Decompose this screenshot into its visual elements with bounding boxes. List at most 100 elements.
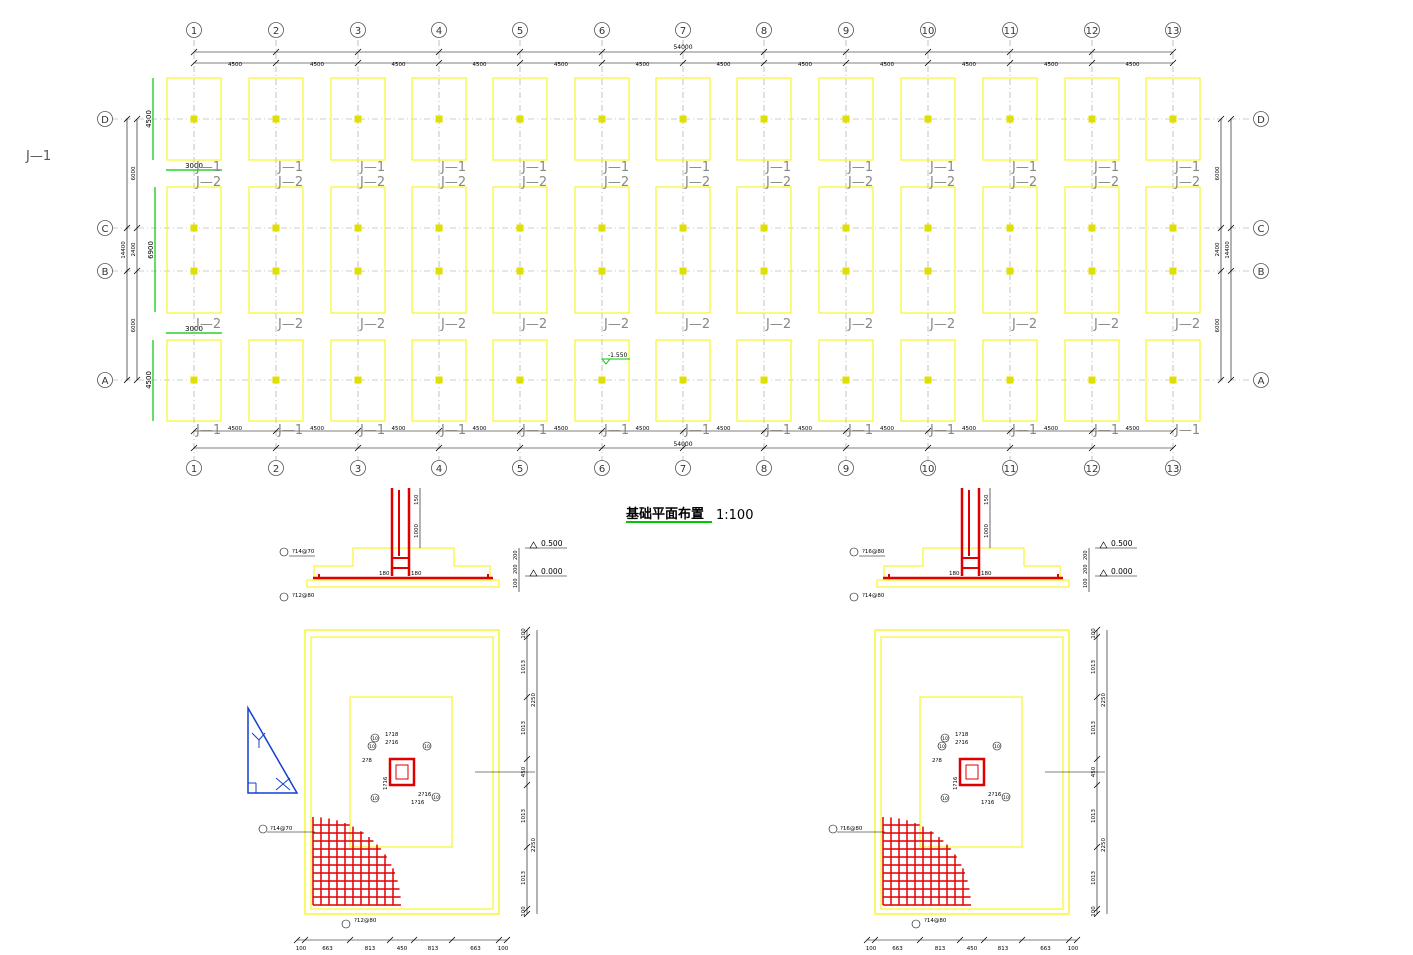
dim-tick xyxy=(1227,224,1235,232)
dim-tick xyxy=(354,444,362,452)
column-marker xyxy=(679,267,687,275)
footing-detail-j2: 150 1000 180 180 200 200 100 0.500 0.000 ?16@80 ?1… xyxy=(828,488,1137,952)
axis-bubble-bottom xyxy=(431,460,447,476)
dim-tick xyxy=(1227,267,1235,275)
column-marker xyxy=(516,115,524,123)
column-core xyxy=(395,764,409,780)
col-label: 1?18 xyxy=(955,732,969,738)
footing-j1-top xyxy=(248,77,304,161)
label-j2: J—2 xyxy=(277,317,303,332)
dim-tick xyxy=(435,48,443,56)
label-j2: J—2 xyxy=(440,317,466,332)
dim-tick xyxy=(516,59,524,67)
footing-j1-bottom xyxy=(411,339,467,422)
callout-bubble xyxy=(911,919,921,929)
dim-tick xyxy=(1088,427,1096,435)
dim-vertical: 2400 xyxy=(1215,242,1221,256)
dim-tick xyxy=(679,59,687,67)
footing-j2-middle xyxy=(330,186,386,314)
dim-tick xyxy=(1018,936,1026,944)
dim-tick xyxy=(598,444,606,452)
footing-j1-bottom xyxy=(574,339,630,422)
dim-bay-bottom: 4500 xyxy=(310,426,324,432)
column-marker xyxy=(516,267,524,275)
dim-tick xyxy=(1006,444,1014,452)
axis-label-left: B xyxy=(102,267,109,278)
axis-label-top: 5 xyxy=(517,26,523,37)
dim-tick xyxy=(1093,905,1101,913)
axis-label-bottom: 3 xyxy=(355,464,361,475)
dim-tick xyxy=(760,444,768,452)
dim-tick xyxy=(190,427,198,435)
green-dim-h2-label: 3000 xyxy=(185,325,203,333)
dim-tick xyxy=(679,48,687,56)
footing-j1-bottom xyxy=(248,339,304,422)
footing-j1-top xyxy=(655,77,711,161)
dim-tick xyxy=(1006,427,1014,435)
axis-bubble-bottom xyxy=(838,460,854,476)
column-marker xyxy=(598,224,606,232)
rebar-callout-plan-2: ?12@80 xyxy=(354,918,377,924)
section-base xyxy=(306,580,500,588)
elev-triangle xyxy=(529,541,538,549)
axis-bubble-top xyxy=(1002,22,1018,38)
axis-label-bottom: 10 xyxy=(922,464,935,475)
dim-tick xyxy=(448,936,456,944)
footing-j2-middle xyxy=(248,186,304,314)
label-j1: J—1 xyxy=(847,423,873,438)
axis-label-top: 8 xyxy=(761,26,767,37)
elev-label-2: 0.000 xyxy=(541,567,563,576)
col-mark-bubble xyxy=(370,793,380,803)
dim-vertical-total: 14400 xyxy=(121,241,127,259)
column-marker xyxy=(1088,267,1096,275)
axis-label-bottom: 9 xyxy=(843,464,849,475)
dim-tick xyxy=(1088,48,1096,56)
axis-bubble-right xyxy=(1253,220,1269,236)
dim-tick xyxy=(523,755,531,763)
section-dim: 180 xyxy=(949,571,960,577)
axis-bubble-left xyxy=(97,263,113,279)
footing-j1-top xyxy=(1064,77,1120,161)
axis-bubble-right xyxy=(1253,263,1269,279)
footing-j2-middle xyxy=(655,186,711,314)
dim-tick xyxy=(1227,115,1235,123)
dim-tick xyxy=(1217,224,1225,232)
dim-bay-bottom: 4500 xyxy=(636,426,650,432)
axis-bubble-bottom xyxy=(675,460,691,476)
dim-tick xyxy=(133,376,141,384)
label-j2: J—2 xyxy=(847,317,873,332)
pedestal-outline xyxy=(919,696,1023,848)
dim-vertical: 6000 xyxy=(1215,166,1221,180)
label-j1: J—1 xyxy=(1174,423,1200,438)
footing-j1-top xyxy=(166,77,222,161)
callout-bubble xyxy=(258,824,268,834)
dim-vertical: 6000 xyxy=(1215,318,1221,332)
dim-tick xyxy=(435,444,443,452)
plan-dim-bottom-label: 100 xyxy=(1068,946,1079,952)
label-j2: J—2 xyxy=(765,317,791,332)
dim-tick xyxy=(1093,626,1101,634)
col-mark-bubble xyxy=(431,792,441,802)
dim-tick xyxy=(354,59,362,67)
axis-bubble-top xyxy=(431,22,447,38)
axis-label-bottom: 13 xyxy=(1167,464,1180,475)
axis-bubble-left xyxy=(97,220,113,236)
axis-label-bottom: 12 xyxy=(1086,464,1099,475)
rebar-callout-bottom: ?12@80 xyxy=(292,593,315,599)
section-side-dim-label: 100 xyxy=(513,578,519,588)
label-j2: J—2 xyxy=(1174,317,1200,332)
axis-label-bottom: 7 xyxy=(680,464,686,475)
section-side-dim-label: 200 xyxy=(1083,550,1089,560)
column-marker xyxy=(679,115,687,123)
dim-tick xyxy=(190,48,198,56)
dim-tick xyxy=(516,48,524,56)
label-j1: J—1 xyxy=(440,160,466,175)
column-section xyxy=(958,757,986,787)
label-j1: J—1 xyxy=(277,423,303,438)
label-j1: J—1 xyxy=(1011,423,1037,438)
column-marker xyxy=(1088,224,1096,232)
axis-bubble-bottom xyxy=(1165,460,1181,476)
dim-bay-bottom: 4500 xyxy=(554,426,568,432)
label-j2: J—2 xyxy=(929,175,955,190)
col-mark-bubble xyxy=(937,741,947,751)
